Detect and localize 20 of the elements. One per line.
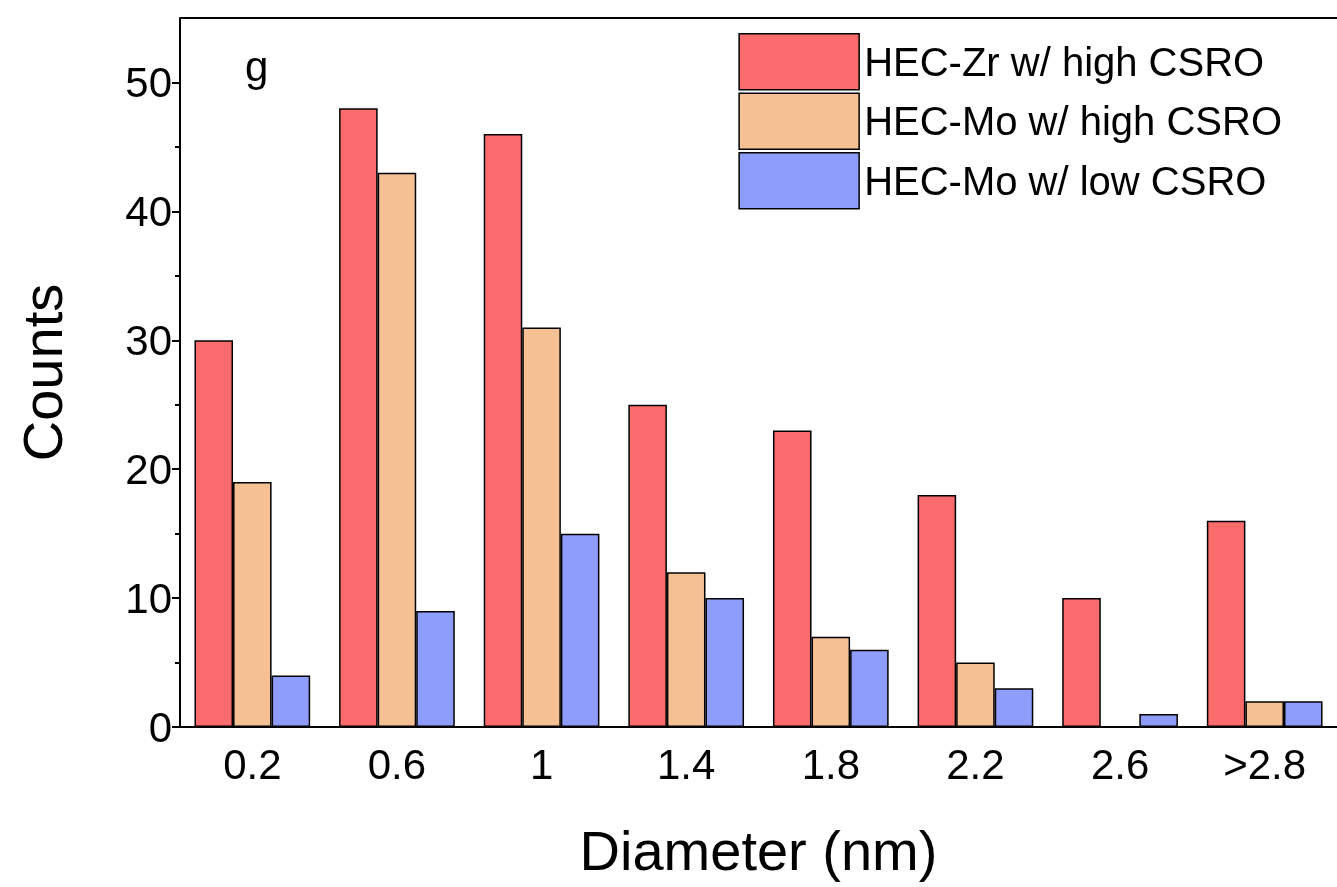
x-tick-label: 0.6: [367, 740, 427, 788]
x-tick-label: >2.8: [1223, 740, 1307, 788]
y-tick-label: 30: [125, 316, 172, 364]
x-tick-label: 1.8: [801, 740, 861, 788]
y-tick-label: 0: [148, 703, 172, 751]
legend-label: HEC-Zr w/ high CSRO: [864, 39, 1265, 84]
legend-label: HEC-Mo w/ high CSRO: [864, 99, 1282, 144]
y-tick-label: 40: [125, 187, 172, 235]
y-axis-title: Counts: [10, 283, 74, 462]
x-tick-label: 1: [529, 740, 554, 788]
y-tick-label: 20: [125, 445, 172, 493]
x-tick-label: 2.6: [1090, 740, 1150, 788]
y-tick-label: 10: [125, 574, 172, 622]
x-axis-title: Diameter (nm): [579, 818, 938, 882]
legend-label: HEC-Mo w/ low CSRO: [864, 158, 1267, 203]
y-tick-label: 50: [125, 58, 172, 106]
x-tick-label: 1.4: [656, 740, 716, 788]
x-tick-label: 0.2: [223, 740, 282, 788]
annotation: g: [245, 42, 269, 90]
x-tick-label: 2.2: [946, 740, 1005, 788]
